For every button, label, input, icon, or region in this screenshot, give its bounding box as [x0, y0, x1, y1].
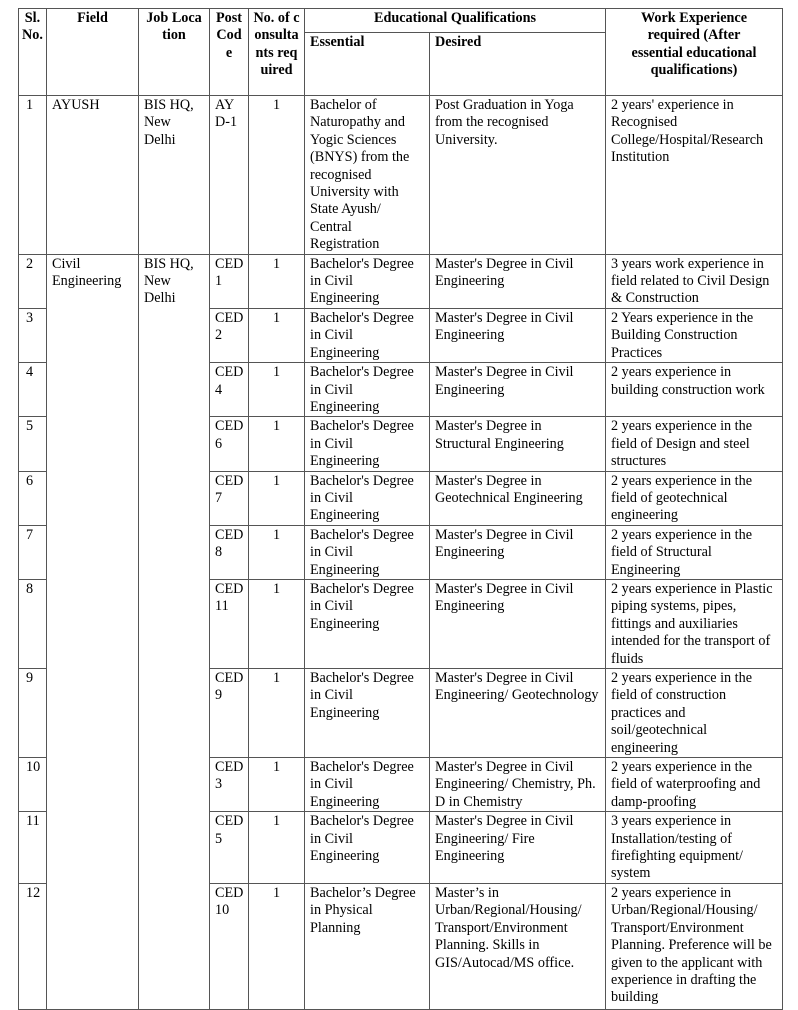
work-experience-cell: 2 years experience in Plastic piping sys… — [605, 578, 783, 670]
header-essential: Essential — [304, 32, 430, 96]
essential-qualification-cell: Bachelor's Degree in Civil Engineering — [304, 307, 430, 364]
sl-no-cell: 9 — [18, 667, 47, 759]
work-experience-cell: 2 Years experience in the Building Const… — [605, 307, 783, 364]
essential-qualification-cell: Bachelor’s Degree in Physical Planning — [304, 882, 430, 1010]
header-desired: Desired — [429, 32, 606, 96]
post-code-cell: AYD-1 — [209, 95, 249, 255]
table-row: 10 CED 3 1 Bachelor's Degree in Civil Engin… — [18, 757, 783, 813]
work-experience-cell: 2 years experience in the field of geote… — [605, 470, 783, 526]
post-code-cell: CED 5 — [209, 811, 249, 884]
essential-qualification-cell: Bachelor's Degree in Civil Engineering — [304, 811, 430, 884]
essential-qualification-cell: Bachelor's Degree in Civil Engineering — [304, 757, 430, 813]
post-code-cell: CED 9 — [209, 667, 249, 759]
essential-qualification-cell: Bachelor's Degree in Civil Engineering — [304, 667, 430, 759]
table-row: 4 CED 4 1 Bachelor's Degree in Civil Engine… — [18, 362, 783, 418]
header-field: Field — [46, 8, 139, 96]
sl-no-cell: 5 — [18, 416, 47, 472]
essential-qualification-cell: Bachelor's Degree in Civil Engineering — [304, 362, 430, 418]
consultant-count-cell: 1 — [248, 362, 305, 418]
desired-qualification-cell: Master's Degree in Civil Engineering — [429, 362, 606, 418]
essential-qualification-cell: Bachelor's Degree in Civil Engineering — [304, 578, 430, 670]
consultant-count-cell: 1 — [248, 253, 305, 309]
header-sl-no: Sl. No. — [18, 8, 47, 96]
table-row: 1 AYUSH BIS HQ, New Delhi AYD-1 1 Bachelor of… — [18, 95, 783, 255]
table-row: 12 CED 10 1 Bachelor’s Degree in Physical P… — [18, 882, 783, 1010]
location-cell: BIS HQ, New Delhi — [138, 253, 210, 1010]
desired-qualification-cell: Master's Degree in Civil Engineering/ Fi… — [429, 811, 606, 884]
desired-qualification-cell: Master's Degree in Structural Engineerin… — [429, 416, 606, 472]
consultant-count-cell: 1 — [248, 470, 305, 526]
work-experience-cell: 2 years experience in the field of Struc… — [605, 524, 783, 580]
location-cell: BIS HQ, New Delhi — [138, 95, 210, 255]
sl-no-cell: 1 — [18, 95, 47, 255]
table-row: 2 Civil Engineering BIS HQ, New Delhi CED 1… — [18, 253, 783, 1010]
header-educational-qualifications: Educational Qualifications — [304, 8, 606, 33]
work-experience-cell: 2 years experience in the field of water… — [605, 757, 783, 813]
consultant-count-cell: 1 — [248, 524, 305, 580]
table-row: 7 CED 8 1 Bachelor's Degree in Civil Engine… — [18, 524, 783, 580]
consultant-count-cell: 1 — [248, 757, 305, 813]
desired-qualification-cell: Master’s in Urban/Regional/Housing/ Tran… — [429, 882, 606, 1010]
desired-qualification-cell: Master's Degree in Civil Engineering/ Ch… — [429, 757, 606, 813]
sl-no-cell: 6 — [18, 470, 47, 526]
post-code-cell: CED 8 — [209, 524, 249, 580]
table-row: 6 CED 7 1 Bachelor's Degree in Civil Engine… — [18, 470, 783, 526]
sl-no-cell: 4 — [18, 362, 47, 418]
desired-qualification-cell: Master's Degree in Civil Engineering/ Ge… — [429, 667, 606, 759]
sl-no-cell: 3 — [18, 307, 47, 364]
sl-no-cell: 11 — [18, 811, 47, 884]
desired-qualification-cell: Master's Degree in Civil Engineering — [429, 307, 606, 364]
post-code-cell: CED 2 — [209, 307, 249, 364]
header-job-location: Job Location — [138, 8, 210, 96]
post-code-cell: CED 10 — [209, 882, 249, 1010]
header-work-experience: Work Experience required (After essentia… — [605, 8, 783, 96]
essential-qualification-cell: Bachelor's Degree in Civil Engineering — [304, 470, 430, 526]
consultant-count-cell: 1 — [248, 667, 305, 759]
work-experience-cell: 2 years experience in the field of const… — [605, 667, 783, 759]
consultant-count-cell: 1 — [248, 95, 305, 255]
header-num-consultants: No. of consultants required — [248, 8, 305, 96]
table-row: 3 CED 2 1 Bachelor's Degree in Civil Engine… — [18, 307, 783, 364]
consultant-count-cell: 1 — [248, 416, 305, 472]
table-row: 8 CED 11 1 Bachelor's Degree in Civil Engin… — [18, 578, 783, 670]
field-cell: AYUSH — [46, 95, 139, 255]
consultant-count-cell: 1 — [248, 882, 305, 1010]
consultant-count-cell: 1 — [248, 578, 305, 670]
essential-qualification-cell: Bachelor of Naturopathy and Yogic Scienc… — [304, 95, 430, 255]
sl-no-cell: 2 — [18, 253, 47, 309]
post-code-cell: CED 11 — [209, 578, 249, 670]
post-code-cell: CED 6 — [209, 416, 249, 472]
post-code-cell: CED 1 — [209, 253, 249, 309]
header-post-code: Post Code — [209, 8, 249, 96]
desired-qualification-cell: Master's Degree in Civil Engineering — [429, 524, 606, 580]
consultant-count-cell: 1 — [248, 307, 305, 364]
work-experience-cell: 2 years experience in building construct… — [605, 362, 783, 418]
desired-qualification-cell: Post Graduation in Yoga from the recogni… — [429, 95, 606, 255]
work-experience-cell: 2 years' experience in Recognised Colleg… — [605, 95, 783, 255]
desired-qualification-cell: Master's Degree in Geotechnical Engineer… — [429, 470, 606, 526]
post-code-cell: CED 7 — [209, 470, 249, 526]
consultant-count-cell: 1 — [248, 811, 305, 884]
essential-qualification-cell: Bachelor's Degree in Civil Engineering — [304, 416, 430, 472]
table-row: 5 CED 6 1 Bachelor's Degree in Civil Engine… — [18, 416, 783, 472]
work-experience-cell: 3 years work experience in field related… — [605, 253, 783, 309]
desired-qualification-cell: Master's Degree in Civil Engineering — [429, 253, 606, 309]
post-code-cell: CED 4 — [209, 362, 249, 418]
essential-qualification-cell: Bachelor's Degree in Civil Engineering — [304, 253, 430, 309]
work-experience-cell: 2 years experience in the field of Desig… — [605, 416, 783, 472]
desired-qualification-cell: Master's Degree in Civil Engineering — [429, 578, 606, 670]
sl-no-cell: 10 — [18, 757, 47, 813]
essential-qualification-cell: Bachelor's Degree in Civil Engineering — [304, 524, 430, 580]
sl-no-cell: 12 — [18, 882, 47, 1010]
field-cell: Civil Engineering — [46, 253, 139, 1010]
work-experience-cell: 2 years experience in Urban/Regional/Hou… — [605, 882, 783, 1010]
post-code-cell: CED 3 — [209, 757, 249, 813]
consultant-requirements-table: Sl. No. Field Job Location Post Code No.… — [18, 8, 783, 1010]
work-experience-cell: 3 years experience in Installation/testi… — [605, 811, 783, 884]
sl-no-cell: 8 — [18, 578, 47, 670]
sl-no-cell: 7 — [18, 524, 47, 580]
